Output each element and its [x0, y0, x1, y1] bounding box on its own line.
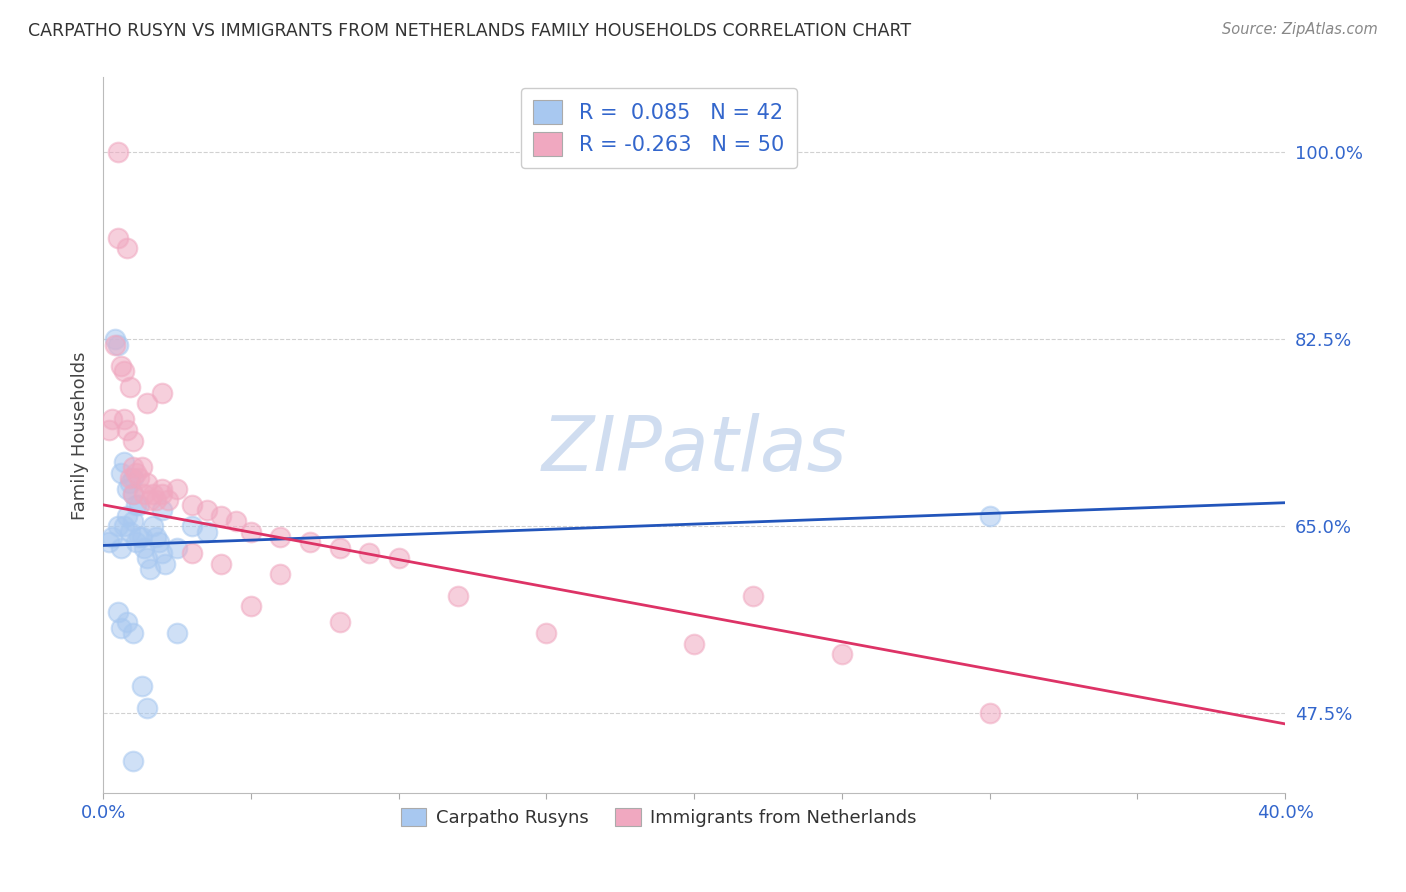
Point [131, 680, 153, 694]
Point [121, 754, 143, 768]
Point [121, 514, 143, 528]
Point [110, 541, 132, 555]
Point [136, 551, 159, 566]
Point [121, 487, 143, 501]
Point [121, 434, 143, 448]
Point [180, 546, 202, 560]
Point [536, 626, 558, 640]
Point [328, 541, 350, 555]
Text: ZIPatlas: ZIPatlas [541, 413, 846, 487]
Point [145, 530, 167, 544]
Point [112, 519, 135, 533]
Point [98, 423, 121, 437]
Point [269, 567, 291, 582]
Point [121, 487, 143, 501]
Point [142, 487, 165, 501]
Point [136, 701, 159, 715]
Point [115, 508, 138, 523]
Point [150, 385, 173, 400]
Point [166, 482, 188, 496]
Point [121, 626, 143, 640]
Y-axis label: Family Households: Family Households [72, 351, 89, 520]
Point [101, 530, 124, 544]
Point [121, 471, 143, 485]
Point [104, 337, 127, 351]
Point [831, 648, 853, 662]
Point [115, 615, 138, 630]
Point [683, 637, 706, 651]
Point [142, 519, 165, 533]
Point [112, 364, 135, 378]
Point [124, 466, 146, 480]
Point [328, 615, 350, 630]
Point [166, 626, 188, 640]
Point [150, 487, 173, 501]
Point [359, 546, 381, 560]
Point [131, 460, 153, 475]
Point [118, 476, 141, 491]
Legend: Carpatho Rusyns, Immigrants from Netherlands: Carpatho Rusyns, Immigrants from Netherl… [394, 801, 924, 834]
Point [150, 482, 173, 496]
Point [124, 535, 146, 549]
Point [115, 482, 138, 496]
Point [157, 492, 180, 507]
Point [101, 412, 124, 426]
Point [139, 562, 162, 576]
Point [225, 514, 247, 528]
Point [124, 498, 146, 512]
Point [180, 498, 202, 512]
Point [107, 605, 129, 619]
Text: Source: ZipAtlas.com: Source: ZipAtlas.com [1222, 22, 1378, 37]
Point [388, 551, 411, 566]
Point [180, 519, 202, 533]
Point [209, 508, 232, 523]
Point [134, 541, 156, 555]
Point [148, 535, 170, 549]
Point [195, 503, 218, 517]
Point [115, 241, 138, 255]
Point [979, 706, 1001, 721]
Point [112, 455, 135, 469]
Point [136, 476, 159, 491]
Point [209, 557, 232, 571]
Point [118, 471, 141, 485]
Point [447, 589, 470, 603]
Point [128, 530, 150, 544]
Point [118, 380, 141, 394]
Text: CARPATHO RUSYN VS IMMIGRANTS FROM NETHERLANDS FAMILY HOUSEHOLDS CORRELATION CHAR: CARPATHO RUSYN VS IMMIGRANTS FROM NETHER… [28, 22, 911, 40]
Point [742, 589, 765, 603]
Point [166, 541, 188, 555]
Point [128, 471, 150, 485]
Point [134, 487, 156, 501]
Point [131, 530, 153, 544]
Point [979, 508, 1001, 523]
Point [136, 396, 159, 410]
Point [107, 337, 129, 351]
Point [112, 412, 135, 426]
Point [118, 524, 141, 539]
Point [98, 535, 121, 549]
Point [195, 524, 218, 539]
Point [150, 503, 173, 517]
Point [110, 359, 132, 373]
Point [110, 466, 132, 480]
Point [139, 492, 162, 507]
Point [145, 492, 167, 507]
Point [128, 498, 150, 512]
Point [107, 519, 129, 533]
Point [110, 621, 132, 635]
Point [104, 332, 127, 346]
Point [107, 231, 129, 245]
Point [239, 599, 262, 614]
Point [153, 557, 176, 571]
Point [269, 530, 291, 544]
Point [115, 423, 138, 437]
Point [239, 524, 262, 539]
Point [150, 546, 173, 560]
Point [298, 535, 321, 549]
Point [121, 460, 143, 475]
Point [107, 145, 129, 160]
